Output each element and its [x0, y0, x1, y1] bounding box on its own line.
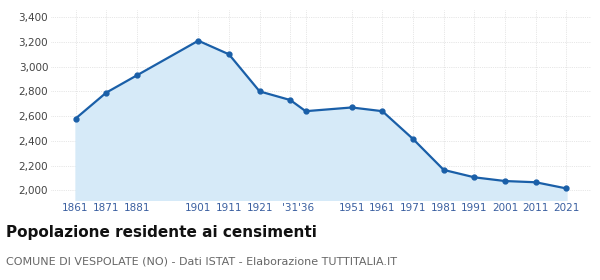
Text: Popolazione residente ai censimenti: Popolazione residente ai censimenti: [6, 225, 317, 241]
Text: COMUNE DI VESPOLATE (NO) - Dati ISTAT - Elaborazione TUTTITALIA.IT: COMUNE DI VESPOLATE (NO) - Dati ISTAT - …: [6, 256, 397, 266]
